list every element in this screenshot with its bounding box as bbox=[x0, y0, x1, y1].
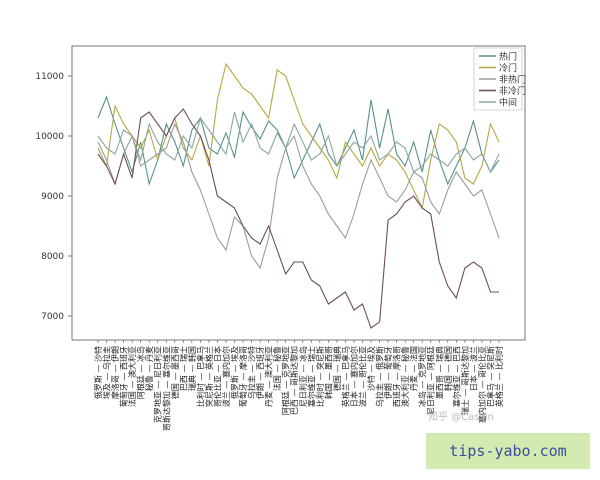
x-tick-label: 韩国 — 墨西哥 bbox=[323, 346, 333, 399]
x-tick-label: 阿根廷 — 克罗地亚 bbox=[281, 346, 291, 415]
series-line-1 bbox=[97, 62, 500, 210]
plot-frame bbox=[71, 45, 526, 341]
x-tick-label: 英格兰 — 比利时 bbox=[494, 346, 504, 407]
x-tick-label: 韩国 — 德国 bbox=[443, 346, 453, 391]
x-tick-label: 丹麦 — 法国 bbox=[409, 346, 419, 391]
series-lines bbox=[97, 62, 500, 329]
x-tick-label: 葡萄牙 — 摩洛哥 bbox=[238, 346, 248, 407]
x-tick-label: 瑞典 — 韩国 bbox=[187, 346, 197, 391]
x-tick-label: 西班牙 — 摩洛哥 bbox=[392, 346, 402, 407]
x-axis: 俄罗斯 — 沙特 埃及 — 乌拉圭 摩洛哥 — 伊朗 葡萄牙 — 西班牙 法国 — 澳大… bbox=[93, 340, 504, 431]
site-banner[interactable]: tips-yabo.com bbox=[426, 433, 590, 469]
x-tick-label: 塞内加尔 — 哥伦比亚 bbox=[477, 346, 487, 423]
x-tick-label: 德国 — 瑞典 bbox=[332, 346, 342, 391]
x-tick-label: 巴西 — 瑞士 bbox=[178, 346, 188, 391]
x-tick-label: 哥伦比亚 — 日本 bbox=[212, 346, 222, 407]
x-tick-label: 俄罗斯 — 埃及 bbox=[230, 346, 240, 399]
x-tick-label: 巴西 — 哥斯达黎加 bbox=[289, 346, 299, 415]
x-tick-label: 尼日利亚 — 冰岛 bbox=[298, 346, 308, 407]
x-tick-label: 乌拉圭 — 俄罗斯 bbox=[375, 346, 385, 407]
y-tick-label: 9000 bbox=[41, 192, 64, 202]
x-tick-label: 塞尔维亚 — 巴西 bbox=[451, 346, 461, 407]
legend-label: 热门 bbox=[499, 51, 517, 63]
y-tick-label: 8000 bbox=[41, 252, 64, 262]
x-tick-label: 日本 — 波兰 bbox=[468, 346, 478, 391]
x-tick-label: 波兰 — 哥伦比亚 bbox=[357, 346, 367, 407]
x-tick-label: 埃及 — 乌拉圭 bbox=[102, 346, 112, 399]
x-tick-label: 乌拉圭 — 沙特 bbox=[247, 346, 257, 399]
y-tick-label: 10000 bbox=[35, 132, 64, 142]
x-tick-label: 尼日利亚 — 阿根廷 bbox=[426, 346, 436, 415]
x-tick-label: 摩洛哥 — 伊朗 bbox=[110, 346, 120, 399]
x-tick-label: 澳大利亚 — 秘鲁 bbox=[400, 346, 410, 407]
x-tick-label: 法国 — 澳大利亚 bbox=[127, 346, 137, 407]
x-tick-label: 突尼斯 — 英格兰 bbox=[204, 346, 214, 407]
series-line-3 bbox=[97, 108, 499, 329]
x-tick-label: 墨西哥 — 瑞典 bbox=[434, 346, 444, 399]
legend-label: 冷门 bbox=[499, 62, 517, 74]
x-tick-label: 日本 — 塞内加尔 bbox=[349, 346, 359, 407]
legend-label: 非冷门 bbox=[499, 85, 526, 97]
x-tick-label: 法国 — 秘鲁 bbox=[272, 346, 282, 391]
x-tick-label: 丹麦 — 澳大利亚 bbox=[264, 346, 274, 407]
x-tick-label: 克罗地亚 — 尼日利亚 bbox=[153, 346, 163, 423]
x-tick-label: 德国 — 墨西哥 bbox=[170, 346, 180, 399]
series-line-0 bbox=[97, 95, 500, 187]
x-tick-label: 冰岛 — 克罗地亚 bbox=[417, 346, 427, 407]
legend-label: 中间 bbox=[499, 97, 517, 109]
x-tick-label: 瑞士 — 哥斯达黎加 bbox=[460, 346, 470, 415]
watermark: 知乎 @Cassin bbox=[428, 410, 494, 423]
x-tick-label: 塞尔维亚 — 瑞士 bbox=[306, 346, 316, 407]
y-axis: 7000 8000 9000 10000 11000 bbox=[35, 72, 72, 322]
x-tick-label: 波兰 — 塞内加尔 bbox=[221, 346, 231, 407]
legend-label: 非热门 bbox=[499, 74, 526, 86]
x-tick-label: 葡萄牙 — 西班牙 bbox=[119, 346, 129, 407]
series-line-4 bbox=[97, 111, 500, 174]
x-tick-label: 伊朗 — 西班牙 bbox=[255, 346, 265, 399]
x-tick-label: 巴拿马 — 突尼斯 bbox=[485, 346, 495, 407]
x-tick-label: 秘鲁 — 丹麦 bbox=[144, 346, 154, 391]
x-tick-label: 哥斯达黎加 — 塞尔维亚 bbox=[161, 346, 171, 431]
y-tick-label: 7000 bbox=[41, 312, 64, 322]
x-tick-label: 俄罗斯 — 沙特 bbox=[93, 346, 103, 399]
y-tick-label: 11000 bbox=[35, 72, 64, 82]
x-tick-label: 比利时 — 突尼斯 bbox=[315, 346, 325, 407]
series-line-2 bbox=[97, 122, 500, 270]
x-tick-label: 阿根廷 — 冰岛 bbox=[136, 346, 146, 399]
x-tick-label: 伊朗 — 葡萄牙 bbox=[383, 346, 393, 399]
x-tick-label: 英格兰 — 巴拿马 bbox=[340, 346, 350, 407]
x-tick-label: 沙特 — 埃及 bbox=[366, 346, 376, 391]
x-tick-label: 比利时 — 巴拿马 bbox=[195, 346, 205, 407]
